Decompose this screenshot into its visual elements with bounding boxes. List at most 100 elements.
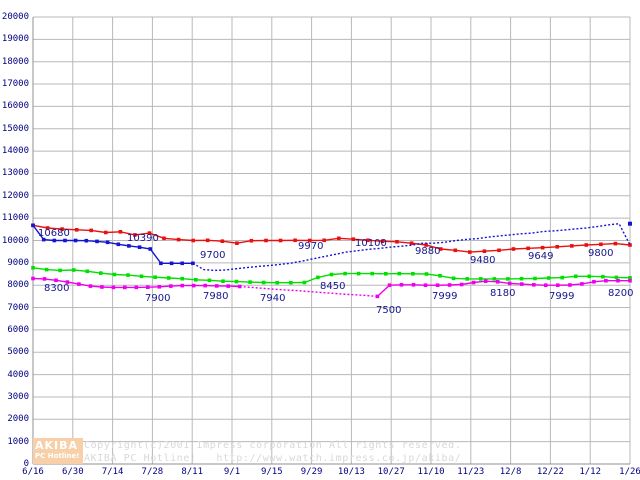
data-point-marker [329, 272, 334, 277]
data-point-marker [614, 275, 619, 280]
data-point-marker [100, 285, 104, 289]
x-axis-tick-label: 9/15 [260, 467, 283, 477]
y-axis-tick-label: 0 [23, 459, 29, 469]
data-point-marker [54, 278, 58, 283]
y-axis-tick-label: 15000 [1, 123, 29, 134]
y-axis-tick-label: 12000 [1, 190, 29, 201]
y-axis-tick-label: 10000 [1, 235, 29, 246]
data-point-marker [180, 276, 184, 281]
data-point-marker [519, 276, 524, 281]
data-point-marker [88, 284, 93, 288]
data-point-marker [146, 285, 150, 289]
data-point-marker [221, 279, 225, 283]
data-value-label: 9880 [415, 246, 441, 257]
data-value-label: 9700 [200, 250, 226, 261]
data-point-marker [63, 238, 67, 243]
data-point-marker [533, 276, 537, 281]
data-point-marker [44, 267, 49, 272]
data-point-marker [478, 277, 483, 281]
data-point-marker [133, 233, 137, 237]
data-point-marker [176, 237, 181, 242]
data-point-marker [375, 294, 380, 299]
data-point-marker [447, 283, 452, 287]
data-point-marker [395, 240, 399, 244]
data-point-marker [249, 238, 254, 243]
data-point-marker [568, 283, 572, 287]
data-point-marker [370, 271, 374, 276]
data-point-marker [159, 261, 163, 266]
data-point-marker [628, 221, 632, 226]
x-axis-tick-label: 10/13 [337, 467, 365, 477]
data-point-marker [205, 238, 210, 243]
data-point-marker [438, 247, 443, 251]
data-point-marker [99, 271, 103, 275]
data-point-marker [495, 280, 500, 284]
data-value-label: 10680 [38, 228, 70, 239]
data-point-marker [166, 276, 171, 280]
data-point-marker [147, 231, 152, 235]
data-point-marker [366, 238, 370, 243]
data-point-marker [77, 282, 81, 286]
data-point-marker [343, 271, 347, 276]
data-point-marker [411, 283, 416, 287]
data-value-label: 7980 [203, 291, 229, 302]
y-axis-tick-label: 19000 [1, 34, 29, 45]
y-axis-tick-label: 6000 [7, 324, 29, 335]
data-point-marker [220, 239, 225, 243]
data-point-marker [111, 285, 116, 290]
data-point-marker [235, 241, 239, 245]
data-value-label: 7940 [260, 293, 286, 304]
data-point-marker [148, 247, 153, 251]
series-line [192, 222, 631, 272]
site-watermark: AKIBA PC Hotline! http://www.watch.impre… [84, 453, 462, 464]
data-point-marker [191, 283, 196, 288]
x-axis-tick-label: 11/10 [417, 467, 445, 477]
data-point-marker [74, 228, 79, 232]
data-value-label: 8300 [44, 283, 70, 294]
data-point-marker [45, 226, 50, 230]
data-point-marker [302, 280, 307, 285]
data-point-marker [556, 283, 560, 287]
data-point-marker [483, 279, 488, 283]
data-point-marker [278, 238, 283, 243]
data-point-marker [438, 274, 442, 278]
data-point-marker [71, 268, 76, 272]
data-point-marker [628, 278, 632, 283]
data-point-marker [42, 277, 47, 281]
series-line [32, 224, 193, 264]
data-value-label: 10390 [127, 233, 159, 244]
data-point-marker [123, 285, 127, 290]
data-point-marker [207, 278, 212, 283]
copyright-watermark: Copyright(c)2001 Impress corporation All… [84, 440, 462, 451]
data-point-marker [31, 276, 35, 281]
data-point-marker [453, 248, 458, 253]
data-value-label: 7999 [432, 291, 458, 302]
data-point-marker [203, 283, 207, 288]
data-point-marker [105, 240, 110, 245]
data-point-marker [628, 276, 632, 280]
x-axis-tick-label: 10/27 [377, 467, 405, 477]
data-point-marker [137, 245, 142, 249]
y-axis-tick-label: 4000 [7, 369, 29, 380]
x-axis-tick-label: 12/22 [536, 467, 564, 477]
data-point-marker [139, 274, 144, 279]
data-point-marker [544, 283, 548, 287]
x-axis-tick-label: 7/28 [141, 467, 164, 477]
data-point-marker [532, 283, 536, 287]
y-axis-tick-label: 11000 [1, 213, 29, 224]
data-point-marker [116, 242, 121, 247]
y-axis-tick-label: 20000 [1, 12, 29, 22]
data-point-marker [613, 241, 618, 246]
data-point-marker [316, 275, 320, 280]
data-point-marker [506, 277, 510, 281]
data-point-marker [31, 266, 35, 270]
data-point-marker [423, 283, 428, 287]
data-value-label: 9970 [298, 241, 324, 252]
data-value-label: 9649 [528, 251, 554, 262]
data-point-marker [507, 281, 512, 286]
x-axis-tick-label: 1/26 [619, 467, 640, 477]
y-axis-tick-label: 13000 [1, 168, 29, 179]
data-point-marker [356, 271, 361, 276]
data-point-marker [560, 275, 564, 280]
